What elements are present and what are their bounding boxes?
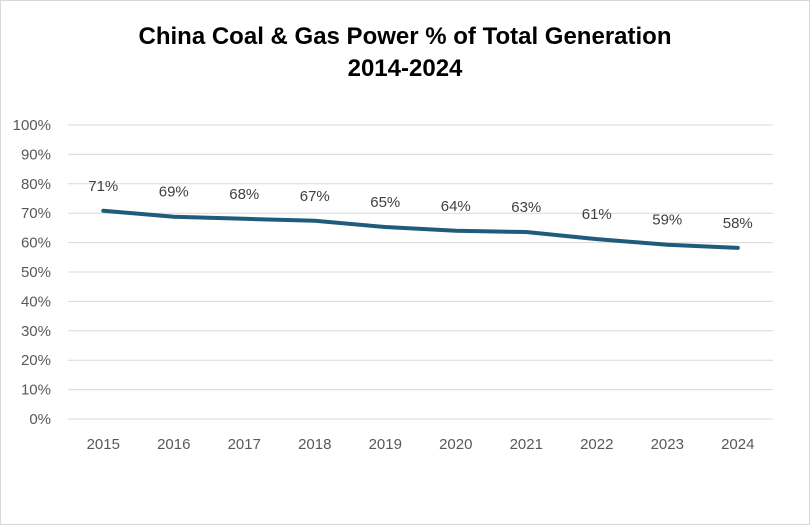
x-tick-label: 2019: [369, 436, 402, 453]
y-tick-label: 60%: [21, 235, 51, 252]
y-tick-label: 90%: [21, 146, 51, 163]
y-tick-label: 80%: [21, 176, 51, 193]
y-tick-label: 50%: [21, 264, 51, 281]
data-label: 64%: [441, 198, 471, 215]
chart-title: China Coal & Gas Power % of Total Genera…: [138, 23, 672, 50]
y-tick-label: 40%: [21, 293, 51, 310]
y-axis-ticks: 0% 10% 20% 30% 40% 50% 60% 70% 80% 90% 100%: [13, 117, 51, 428]
x-tick-label: 2024: [721, 436, 754, 453]
x-axis-ticks: 2015 2016 2017 2018 2019 2020 2021 2022 2023 2024: [87, 436, 755, 453]
y-tick-label: 0%: [29, 411, 51, 428]
x-tick-label: 2022: [580, 436, 613, 453]
data-label: 71%: [88, 178, 118, 195]
data-label: 69%: [159, 184, 189, 201]
x-tick-label: 2017: [228, 436, 261, 453]
data-label: 63%: [511, 199, 541, 216]
y-tick-label: 100%: [13, 117, 51, 134]
series: [101, 208, 740, 250]
data-label: 68%: [229, 186, 259, 203]
data-labels: 71% 69% 68% 67% 65% 64% 63% 61% 59% 58%: [88, 178, 753, 232]
y-tick-label: 10%: [21, 382, 51, 399]
y-tick-label: 20%: [21, 352, 51, 369]
data-label: 58%: [723, 215, 753, 232]
data-label: 65%: [370, 194, 400, 211]
x-tick-label: 2018: [298, 436, 331, 453]
x-tick-label: 2023: [651, 436, 684, 453]
x-tick-label: 2016: [157, 436, 190, 453]
data-label: 59%: [652, 212, 682, 229]
data-label: 61%: [582, 206, 612, 223]
data-label: 67%: [300, 188, 330, 205]
gridlines: [68, 124, 773, 420]
y-tick-label: 30%: [21, 323, 51, 340]
x-tick-label: 2021: [510, 436, 543, 453]
chart-title-block: China Coal & Gas Power % of Total Genera…: [1, 21, 809, 85]
chart-subtitle: 2014-2024: [347, 55, 463, 82]
x-tick-label: 2015: [87, 436, 120, 453]
x-tick-label: 2020: [439, 436, 472, 453]
y-tick-label: 70%: [21, 205, 51, 222]
series-line: [101, 208, 740, 250]
